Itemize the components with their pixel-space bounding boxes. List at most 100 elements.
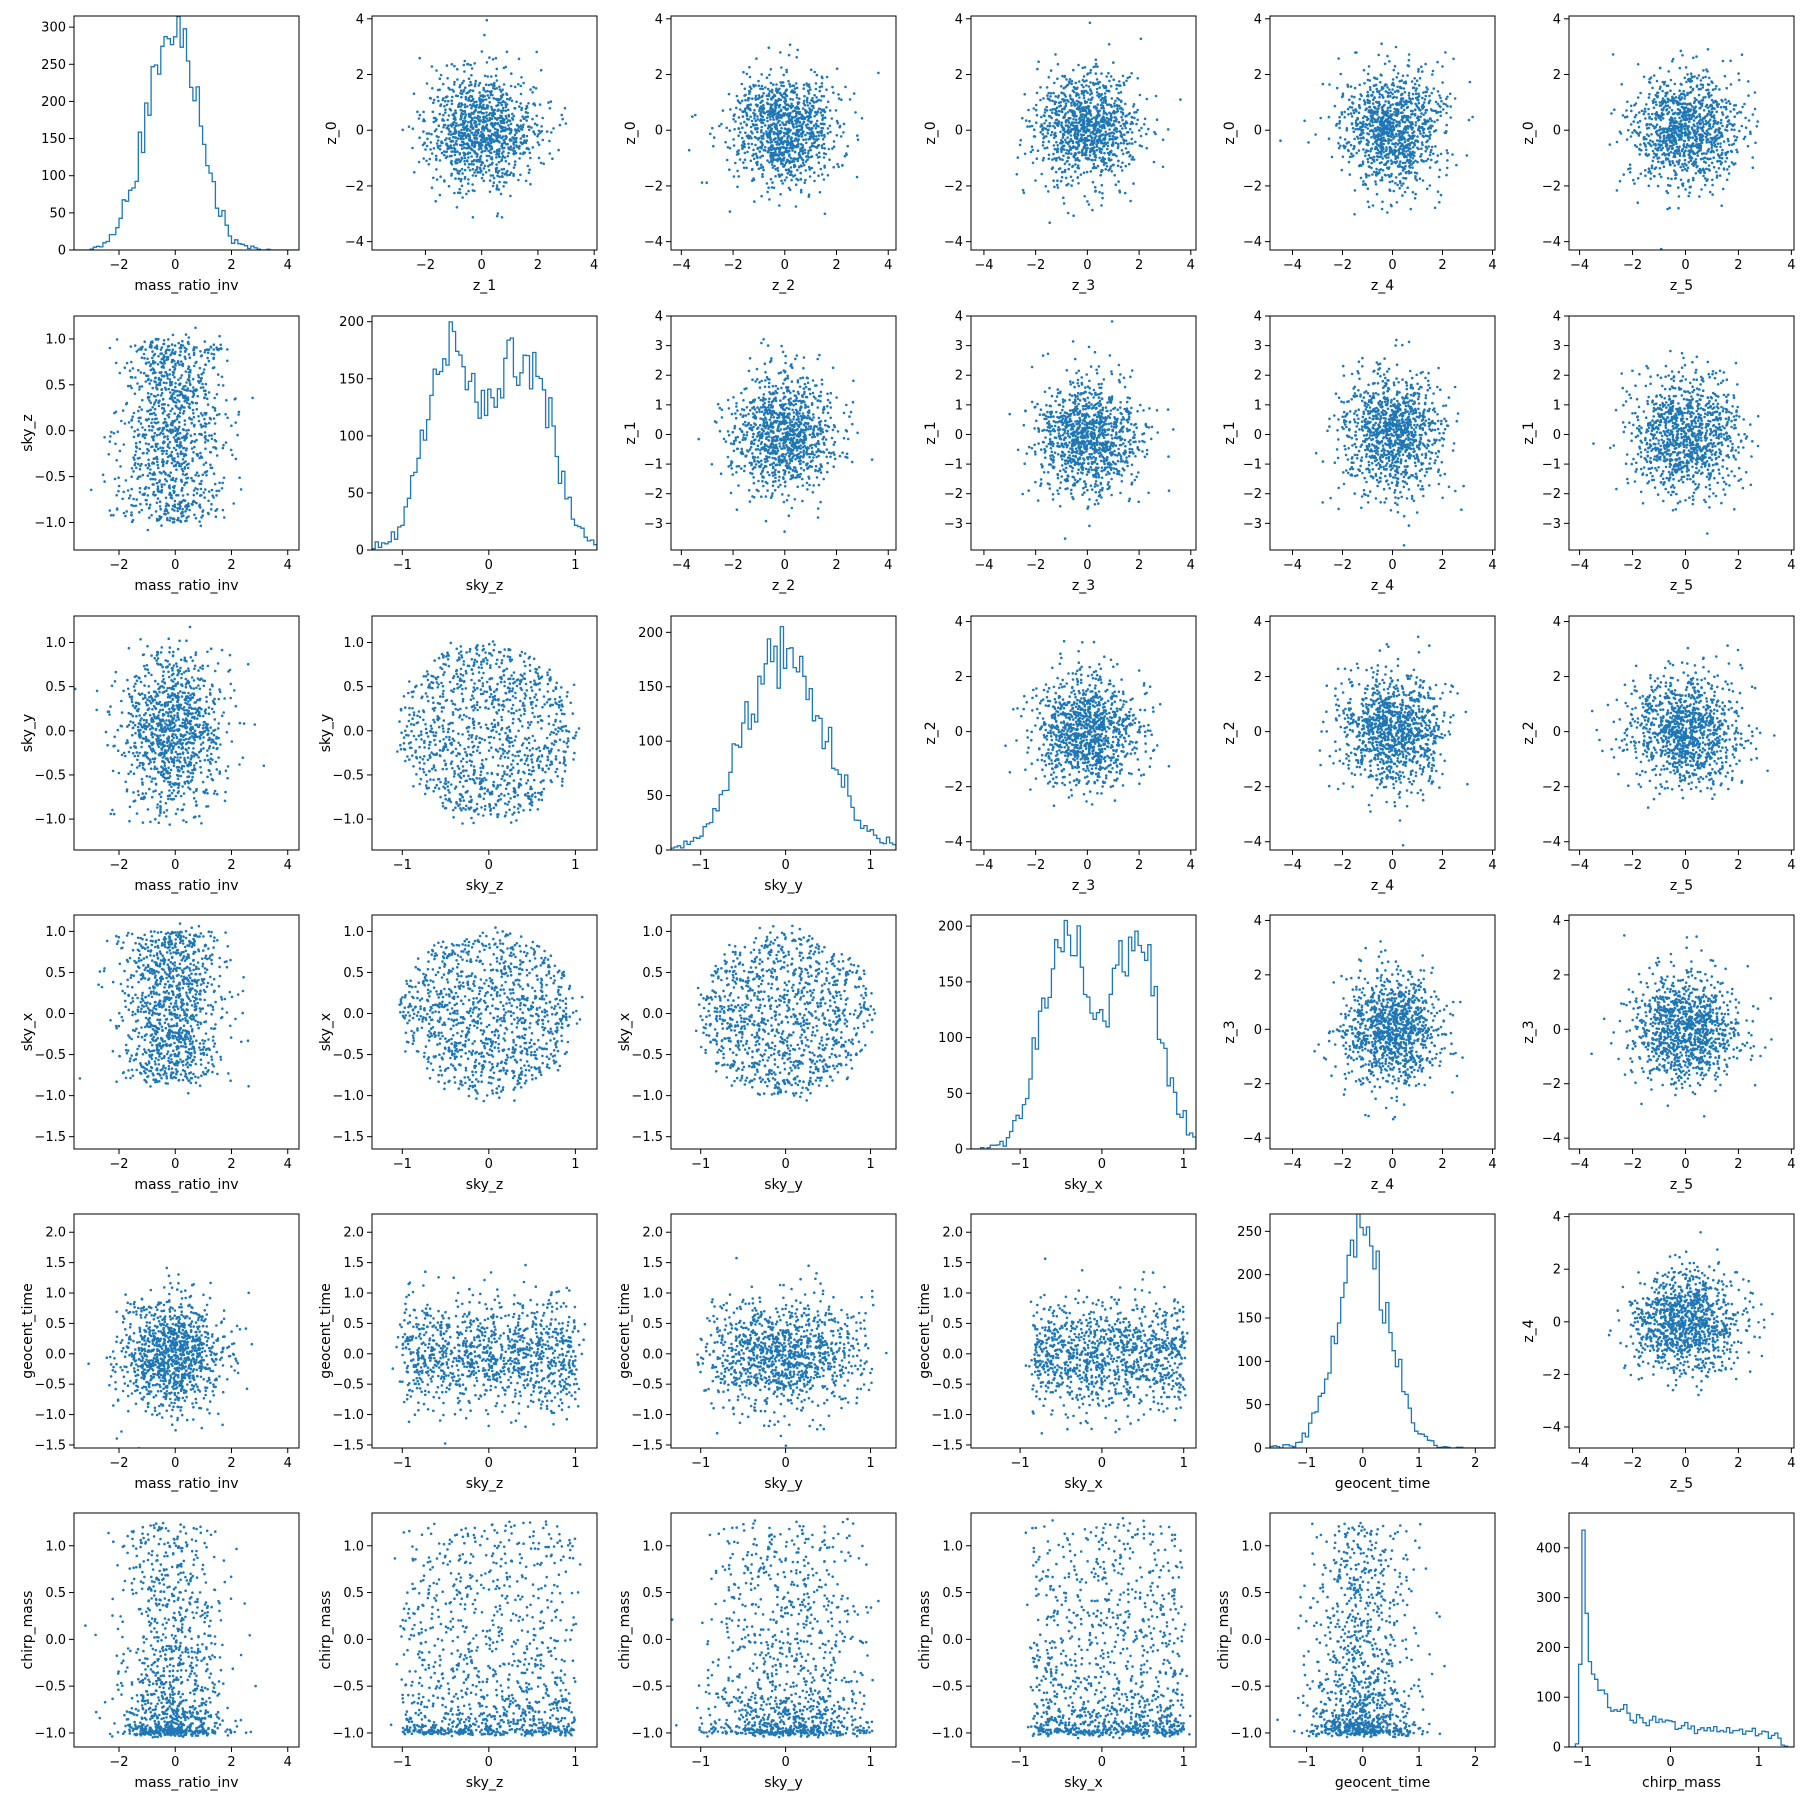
scatter-point xyxy=(1105,89,1109,92)
scatter-point xyxy=(1389,94,1392,98)
scatter-point xyxy=(779,142,782,145)
scatter-point xyxy=(455,158,458,161)
scatter-point xyxy=(484,83,488,86)
scatter-point xyxy=(782,112,785,115)
scatter-point xyxy=(1057,167,1061,171)
scatter-point xyxy=(1420,147,1423,150)
scatter-point xyxy=(503,146,506,150)
scatter-point xyxy=(1392,118,1396,122)
scatter-point xyxy=(1380,178,1384,182)
scatter-point xyxy=(1087,104,1090,108)
scatter-point xyxy=(427,132,431,135)
scatter-point xyxy=(1425,120,1428,124)
scatter-point xyxy=(499,101,502,105)
scatter-point xyxy=(434,199,438,203)
scatter-point xyxy=(490,105,493,109)
scatter-point xyxy=(1110,158,1113,162)
scatter-point xyxy=(1102,116,1106,119)
scatter-point xyxy=(1064,104,1068,108)
scatter-point xyxy=(1371,124,1375,127)
scatter-point xyxy=(1132,103,1136,106)
scatter-point xyxy=(1343,116,1346,119)
scatter-point xyxy=(1367,110,1370,114)
scatter-point xyxy=(1391,88,1394,91)
scatter-point xyxy=(536,135,539,138)
scatter-point xyxy=(1633,182,1636,185)
scatter-point xyxy=(780,173,784,176)
scatter-point xyxy=(817,134,821,137)
x-axis-label: z_2 xyxy=(772,278,795,294)
scatter-point xyxy=(766,116,769,120)
scatter-point xyxy=(1338,115,1341,119)
scatter-point xyxy=(749,125,753,129)
scatter-point xyxy=(470,124,474,127)
scatter-point xyxy=(453,146,456,150)
x-tick-label: −2 xyxy=(1333,258,1352,273)
scatter-point xyxy=(1374,134,1378,137)
scatter-point xyxy=(1446,105,1449,108)
scatter-point xyxy=(1075,121,1078,124)
scatter-point xyxy=(818,89,822,93)
scatter-point xyxy=(425,132,429,135)
scatter-point xyxy=(1393,160,1397,164)
scatter-point xyxy=(512,172,515,176)
scatter-point xyxy=(757,79,760,83)
scatter-point xyxy=(1425,140,1428,144)
scatter-point xyxy=(447,114,451,117)
scatter-point xyxy=(1683,158,1687,162)
scatter-point xyxy=(1682,89,1685,93)
scatter-point xyxy=(720,122,723,126)
scatter-point xyxy=(1380,133,1384,136)
scatter-point xyxy=(527,102,530,105)
scatter-point xyxy=(507,113,511,117)
scatter-point xyxy=(563,106,567,110)
scatter-point xyxy=(1364,154,1367,158)
scatter-point xyxy=(488,142,491,146)
scatter-point xyxy=(1666,104,1670,107)
scatter-point xyxy=(1632,120,1635,123)
scatter-point xyxy=(1386,86,1389,89)
scatter-point xyxy=(1346,148,1350,152)
scatter-point xyxy=(1088,154,1092,157)
scatter-point xyxy=(467,151,470,154)
scatter-point xyxy=(735,94,739,98)
scatter-point xyxy=(1091,124,1094,127)
scatter-point xyxy=(487,96,491,99)
scatter-point xyxy=(804,133,807,137)
scatter-point xyxy=(794,82,798,85)
scatter-point xyxy=(1416,146,1419,150)
scatter-point xyxy=(802,83,806,87)
scatter-point xyxy=(795,145,798,149)
scatter-point xyxy=(1398,124,1401,128)
scatter-point xyxy=(1356,127,1360,131)
scatter-point xyxy=(1121,108,1124,111)
scatter-point xyxy=(1414,139,1418,142)
scatter-point xyxy=(1371,204,1375,207)
scatter-point xyxy=(781,182,784,185)
scatter-point xyxy=(1116,107,1119,110)
scatter-point xyxy=(786,159,789,162)
scatter-point xyxy=(1724,98,1727,101)
scatter-point xyxy=(505,97,509,101)
scatter-point xyxy=(463,117,466,120)
scatter-point xyxy=(780,84,783,87)
scatter-point xyxy=(1422,91,1425,94)
scatter-point xyxy=(483,33,486,37)
scatter-point xyxy=(1368,129,1372,133)
scatter-point xyxy=(1398,187,1401,190)
scatter-point xyxy=(1387,131,1391,134)
scatter-point xyxy=(1097,114,1100,118)
scatter-point xyxy=(774,99,777,102)
scatter-point xyxy=(459,144,463,147)
scatter-point xyxy=(791,104,795,108)
scatter-point xyxy=(1467,118,1471,122)
scatter-point xyxy=(1706,88,1710,92)
x-tick-label: −2 xyxy=(723,258,742,273)
scatter-point xyxy=(540,129,544,133)
scatter-point xyxy=(1066,159,1069,163)
scatter-point xyxy=(789,111,792,115)
scatter-point xyxy=(1389,109,1392,113)
scatter-point xyxy=(1636,96,1640,99)
scatter-point xyxy=(450,125,454,128)
scatter-point xyxy=(1425,147,1429,150)
